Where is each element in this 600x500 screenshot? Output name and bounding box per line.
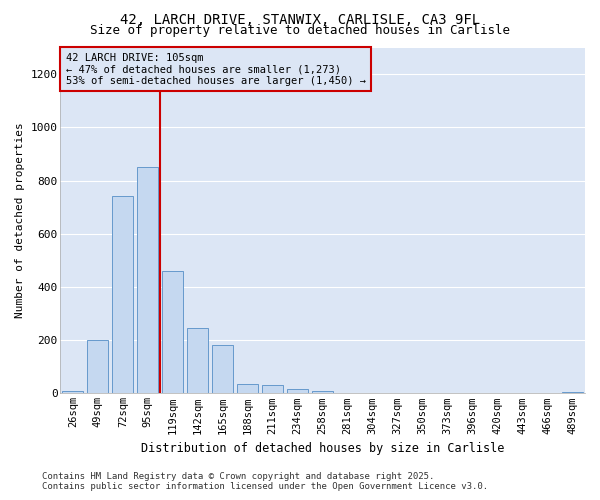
Bar xyxy=(212,346,233,394)
Bar xyxy=(87,340,109,394)
Bar xyxy=(162,271,184,394)
Y-axis label: Number of detached properties: Number of detached properties xyxy=(15,122,25,318)
Bar xyxy=(362,393,383,394)
Bar xyxy=(312,390,333,394)
Bar xyxy=(262,386,283,394)
Bar xyxy=(62,390,83,394)
Bar xyxy=(187,328,208,394)
Text: 42, LARCH DRIVE, STANWIX, CARLISLE, CA3 9FL: 42, LARCH DRIVE, STANWIX, CARLISLE, CA3 … xyxy=(120,12,480,26)
Bar xyxy=(562,392,583,394)
Text: Contains HM Land Registry data © Crown copyright and database right 2025.
Contai: Contains HM Land Registry data © Crown c… xyxy=(42,472,488,491)
X-axis label: Distribution of detached houses by size in Carlisle: Distribution of detached houses by size … xyxy=(141,442,505,455)
Bar xyxy=(137,167,158,394)
Bar xyxy=(237,384,259,394)
Text: 42 LARCH DRIVE: 105sqm
← 47% of detached houses are smaller (1,273)
53% of semi-: 42 LARCH DRIVE: 105sqm ← 47% of detached… xyxy=(65,52,365,86)
Bar xyxy=(287,390,308,394)
Text: Size of property relative to detached houses in Carlisle: Size of property relative to detached ho… xyxy=(90,24,510,37)
Bar xyxy=(112,196,133,394)
